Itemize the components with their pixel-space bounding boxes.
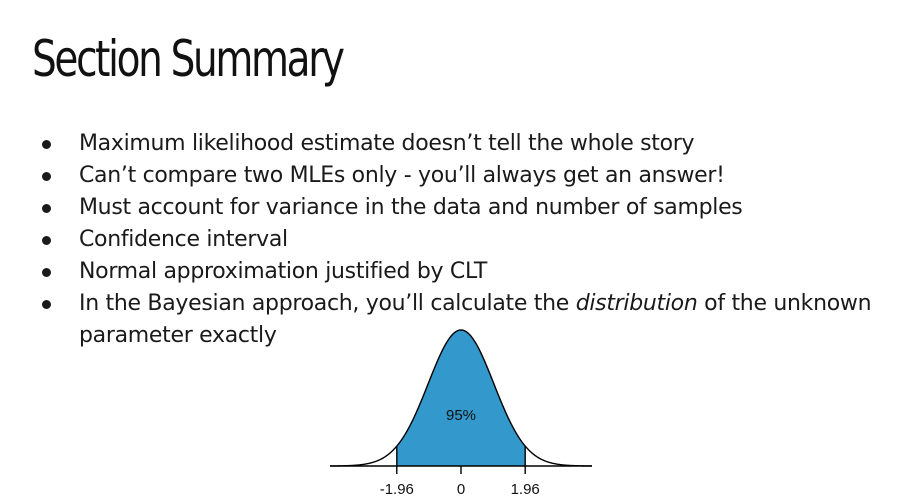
slide-title: Section Summary (32, 30, 345, 88)
bullet-text: Maximum likelihood estimate doesn’t tell… (79, 131, 695, 156)
bullet-item: Can’t compare two MLEs only - you’ll alw… (38, 160, 898, 192)
x-tick-label: 1.96 (511, 481, 540, 498)
bullet-text: Must account for variance in the data an… (79, 195, 743, 220)
bullet-emphasis: distribution (575, 291, 698, 316)
normal-curve-chart: 95% -1.96 0 1.96 (330, 329, 592, 498)
bullet-text-before: In the Bayesian approach, you’ll calcula… (79, 291, 576, 316)
bullet-item: Confidence interval (38, 224, 898, 256)
normal-distribution-figure: 95% -1.96 0 1.96 (330, 320, 592, 502)
shaded-area-label: 95% (446, 407, 476, 424)
shaded-area-95 (396, 330, 526, 466)
bullet-item: In the Bayesian approach, you’ll calcula… (38, 288, 898, 352)
bullet-text-after: of the unknown parameter exactly (79, 291, 872, 348)
bullet-item: Must account for variance in the data an… (38, 192, 898, 224)
bullet-item: Normal approximation justified by CLT (38, 256, 898, 288)
bullet-text: Confidence interval (79, 227, 288, 252)
x-tick-label: -1.96 (380, 481, 414, 498)
x-tick-label: 0 (457, 481, 465, 498)
bullet-text: Normal approximation justified by CLT (79, 259, 488, 284)
bullet-text: Can’t compare two MLEs only - you’ll alw… (79, 163, 725, 188)
bullet-list: Maximum likelihood estimate doesn’t tell… (38, 128, 898, 352)
density-curve (330, 329, 592, 467)
bullet-item: Maximum likelihood estimate doesn’t tell… (38, 128, 898, 160)
